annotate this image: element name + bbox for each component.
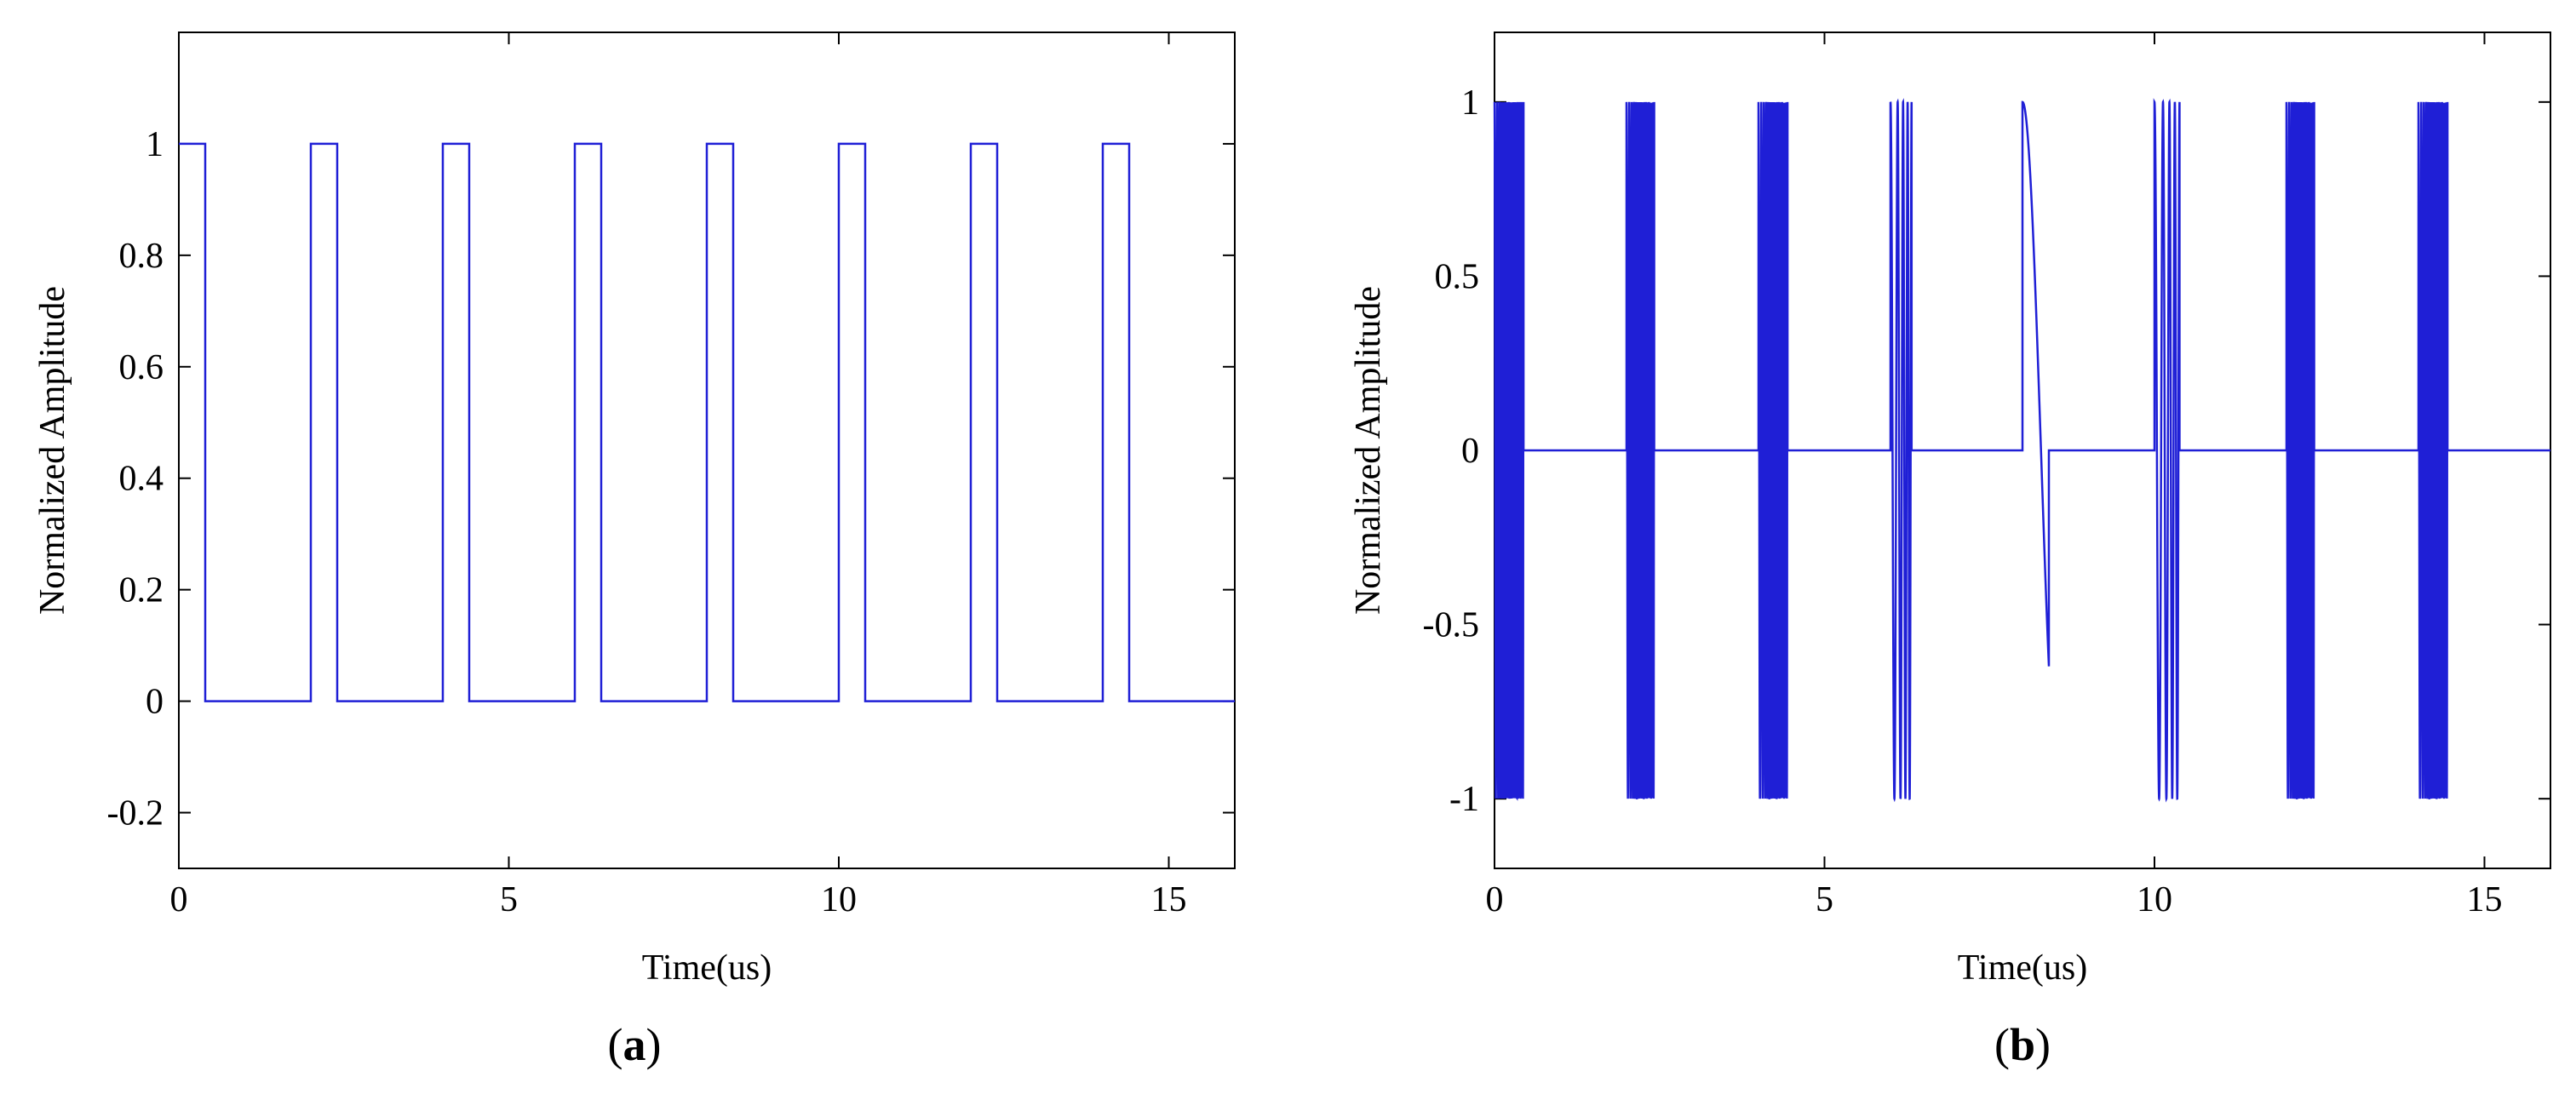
panel-a-caption: (a) [608,1019,662,1070]
panel-a-y-tick-label: 1 [146,125,164,164]
panel-b-axis-ticks: 0 5 10 15 -1 -0.5 0 0.5 1 [1423,32,2550,919]
panel-b-y-tick-label: 1 [1461,83,1479,123]
panel-a-y-tick-label: 0.8 [119,237,164,276]
panel-a-x-axis-label: Time(us) [642,948,772,988]
panel-b-y-tick-label: -1 [1449,780,1479,819]
panel-a-plot-frame [178,32,1236,869]
panel-b-x-axis-label: Time(us) [1958,948,2087,988]
panel-b-caption: (b) [1994,1019,2051,1070]
panel-b-x-tick-label: 10 [2137,880,2172,919]
panel-a-x-tick-label: 15 [1151,880,1187,919]
panel-a-signal-line [179,142,1235,702]
panel-b-x-tick-label: 0 [1486,880,1504,919]
panel-a-x-tick-label: 10 [821,880,857,919]
panel-b-x-tick-label: 5 [1816,880,1833,919]
panel-a-y-tick-label: 0 [146,683,164,722]
panel-b-y-tick-label: 0 [1461,432,1479,471]
panel-a-y-tick-label: 0.6 [119,348,164,387]
panel-a-y-tick-label: 0.4 [119,460,164,499]
panel-a-chart: 0 5 10 15 -0.2 0 0.2 0.4 0.6 0.8 1 Time(us) Normal… [33,32,1236,1070]
panel-b-y-axis-label: Normalized Amplitude [1349,286,1388,615]
panel-a-x-tick-label: 5 [500,880,518,919]
panel-b-signal-line [1493,98,2550,803]
panel-a-axis-ticks: 0 5 10 15 -0.2 0 0.2 0.4 0.6 0.8 1 [107,32,1235,919]
panel-a-x-tick-label: 0 [170,880,188,919]
panel-a-y-tick-label: 0.2 [119,571,164,610]
panel-a-y-axis-label: Normalized Amplitude [33,286,72,615]
panel-b-y-tick-label: 0.5 [1435,257,1480,296]
panel-b-x-tick-label: 15 [2467,880,2503,919]
panel-b-y-tick-label: -0.5 [1423,606,1480,645]
panel-a-y-tick-label: -0.2 [107,794,164,833]
panel-b-chart: 0 5 10 15 -1 -0.5 0 0.5 1 Time(us) Normalized Am… [1349,32,2551,1070]
